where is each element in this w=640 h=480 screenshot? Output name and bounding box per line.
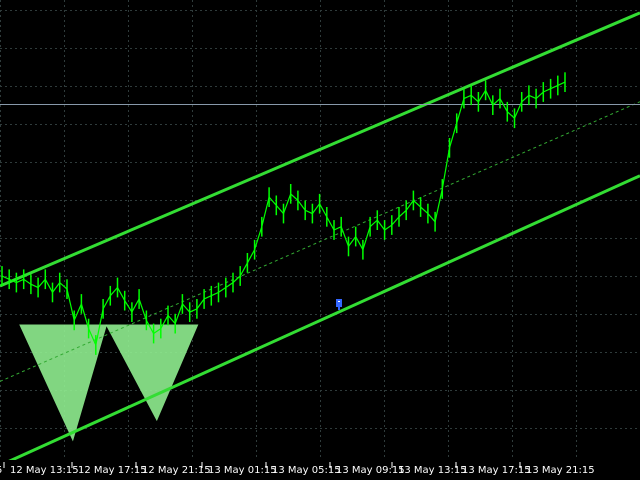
channel-mid-line[interactable]	[0, 101, 640, 382]
price-line	[1, 81, 566, 347]
price-series	[1, 72, 566, 355]
time-label: 12 May 13:15	[10, 465, 79, 476]
triangle-shape[interactable]	[105, 324, 199, 422]
time-axis	[0, 460, 640, 480]
time-label: 13 May 17:15	[462, 465, 531, 476]
channel-lower-line[interactable]	[0, 174, 640, 467]
time-label: 13 May 01:15	[208, 465, 277, 476]
triangle-pattern	[19, 324, 199, 442]
time-label: 13 May 09:15	[336, 465, 405, 476]
time-label: 13 May 21:15	[526, 465, 595, 476]
time-label-partial: 5	[0, 465, 2, 476]
regression-channel[interactable]	[0, 11, 640, 467]
triangle-shape[interactable]	[19, 324, 108, 442]
time-label: 13 May 05:15	[272, 465, 341, 476]
time-label: 13 May 13:15	[398, 465, 467, 476]
time-label: 12 May 21:15	[142, 465, 211, 476]
crosshair-cursor-icon	[336, 299, 342, 310]
time-label: 12 May 17:15	[78, 465, 147, 476]
channel-upper-line[interactable]	[0, 11, 640, 288]
